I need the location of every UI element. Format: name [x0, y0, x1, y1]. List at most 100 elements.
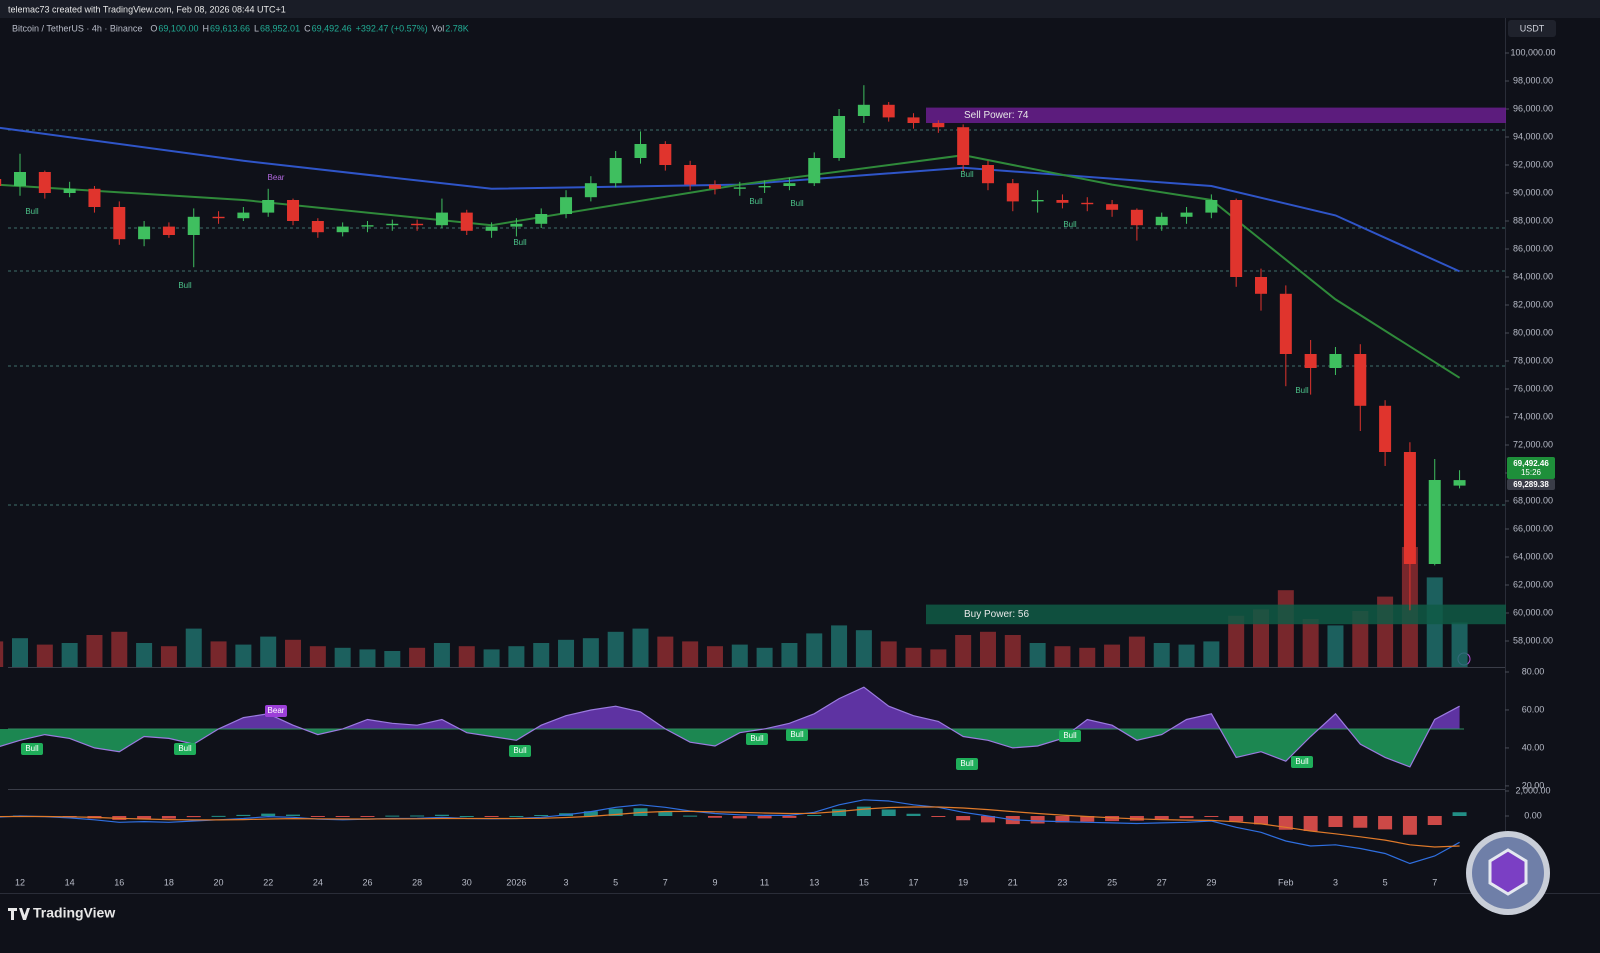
price-badge-text: 15:26 [1521, 468, 1542, 477]
y-tick-label: 94,000.00 [1513, 131, 1553, 141]
legend: O 69,100.00 H 69,613.66 L 68,952.01 C 69,492.46… [150, 23, 468, 33]
macd-histogram [732, 816, 747, 819]
macd-histogram [137, 816, 152, 819]
candle-body [1255, 277, 1267, 294]
signal-label: Bull [790, 730, 804, 739]
macd-histogram [608, 808, 623, 816]
macd-histogram [782, 816, 797, 818]
signal-label: Bull [1295, 757, 1309, 766]
price-badge [1507, 479, 1555, 490]
volume-bar [1327, 625, 1344, 667]
y-tick-label: 76,000.00 [1513, 383, 1553, 393]
volume-bar [1029, 643, 1046, 667]
x-tick-label: 7 [663, 877, 668, 887]
volume-bar [979, 631, 996, 667]
candle-body [435, 212, 448, 226]
candle-body [957, 127, 970, 166]
volume-bar [235, 644, 252, 667]
macd-histogram [261, 813, 276, 816]
volume-bar [1128, 636, 1145, 667]
candle-body [1205, 200, 1218, 213]
candle-body [1304, 354, 1317, 369]
volume-bar [210, 641, 227, 667]
x-tick-label: 24 [313, 877, 323, 887]
volume-bar [657, 636, 674, 667]
macd-histogram [583, 811, 598, 816]
signal-label: Bull [960, 759, 974, 768]
macd-histogram [931, 816, 946, 817]
y-tick-label: 72,000.00 [1513, 439, 1553, 449]
candle-body [758, 186, 771, 188]
legend-item: 2.78K [445, 23, 469, 33]
volume-bar [458, 646, 475, 667]
currency: USDT [1520, 23, 1545, 33]
macd-histogram [1229, 816, 1244, 822]
candle-body [187, 216, 200, 236]
rsi-line [0, 686, 1460, 768]
x-tick-label: 15 [859, 877, 869, 887]
candle-body [560, 197, 573, 215]
candle-body [38, 172, 51, 194]
x-tick-label: 25 [1107, 877, 1117, 887]
x-tick-label: 16 [114, 877, 124, 887]
zone [926, 604, 1506, 625]
macd-histogram [881, 809, 896, 816]
signal-label: Bull [513, 238, 527, 247]
signal-badge [956, 758, 978, 770]
x-tick-label: 23 [1057, 877, 1067, 887]
macd-histogram [335, 816, 350, 817]
candle-body [981, 165, 994, 184]
coin-badge [1466, 831, 1550, 915]
candle-body [659, 144, 672, 166]
coin-hex [1488, 848, 1528, 896]
y-tick-label: 92,000.00 [1513, 159, 1553, 169]
candle-body [1279, 293, 1292, 355]
candle-body [0, 179, 2, 187]
candle-body [1130, 209, 1143, 226]
credit: telemac73 created with TradingView.com, … [8, 4, 286, 14]
volume-bar [1352, 611, 1369, 667]
legend-item: 68,952.01 [260, 23, 300, 33]
candle-body [1155, 216, 1168, 226]
signal-label: Bull [178, 281, 192, 290]
volume-bar [111, 631, 128, 667]
y-tick-label: 80.00 [1522, 666, 1545, 676]
volume-bar [731, 644, 748, 667]
signal-label: Bear [268, 173, 285, 182]
candle-body [907, 117, 920, 124]
volume-bar [781, 643, 798, 667]
logo-mark [8, 908, 30, 920]
x-tick-label: 13 [809, 877, 819, 887]
macd-histogram [1353, 816, 1368, 828]
candle-body [311, 221, 324, 233]
macd-histogram [410, 815, 425, 817]
macd-histogram [980, 816, 995, 823]
candle-body [1329, 354, 1342, 369]
candle-body [162, 226, 175, 236]
macd-histogram [509, 816, 524, 817]
signal-badge [21, 743, 43, 755]
candle-body [634, 144, 647, 159]
currency-box [1508, 20, 1556, 37]
x-tick-label: 28 [412, 877, 422, 887]
candle-body [684, 165, 697, 185]
macd-histogram [534, 815, 549, 816]
macd-histogram [1427, 816, 1442, 825]
candle-body [212, 216, 225, 219]
volume-bar [0, 641, 4, 667]
zone [926, 107, 1506, 124]
volume-bar [706, 646, 723, 667]
signal-badge [509, 745, 531, 757]
x-tick-label: 19 [958, 877, 968, 887]
y-tick-label: 62,000.00 [1513, 579, 1553, 589]
y-tick-label: 58,000.00 [1513, 635, 1553, 645]
macd-histogram [1328, 816, 1343, 827]
candle-body [510, 223, 523, 227]
volume-bar [61, 643, 78, 667]
candle-body [932, 123, 945, 128]
signal-badge [1291, 756, 1313, 768]
volume-bar [36, 644, 53, 667]
y-tick-label: 82,000.00 [1513, 299, 1553, 309]
x-tick-label: 26 [362, 877, 372, 887]
